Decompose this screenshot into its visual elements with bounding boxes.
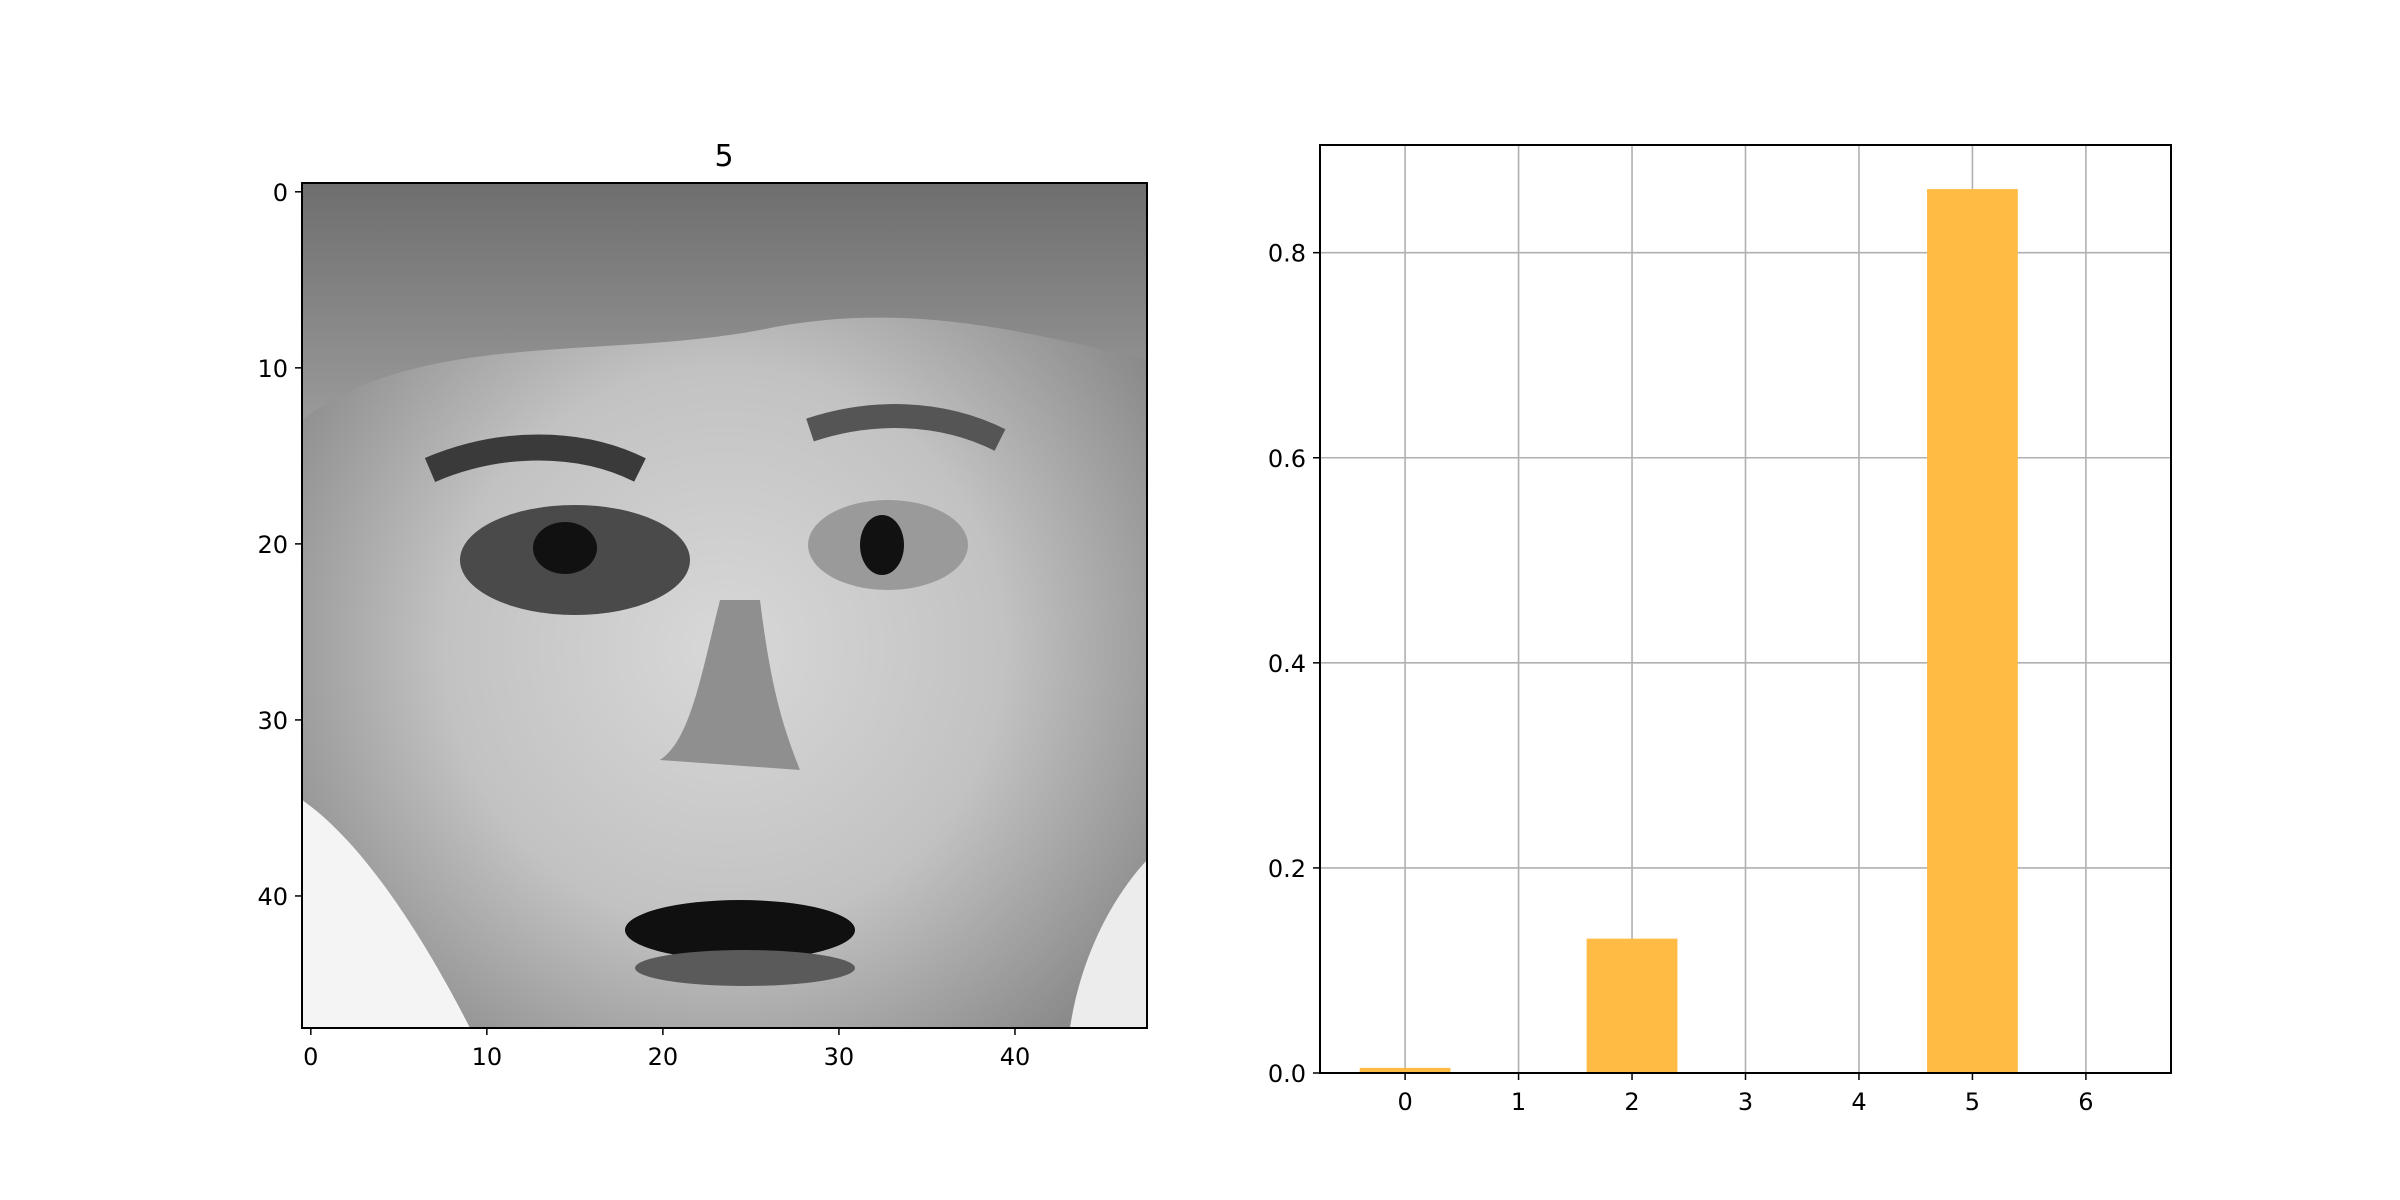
- image-x-tick-label: 20: [648, 1043, 679, 1071]
- bar-x-tick-label: 1: [1511, 1088, 1526, 1116]
- image-x-tick-label: 30: [824, 1043, 855, 1071]
- image-title: 5: [714, 139, 733, 174]
- bright-corner-left: [302, 800, 470, 1028]
- image-panel: 5: [257, 139, 1148, 1071]
- left-pupil: [533, 522, 597, 574]
- bar-x-tick-label: 3: [1738, 1088, 1753, 1116]
- bar-2: [1586, 938, 1678, 1073]
- image-x-tick-label: 0: [303, 1043, 318, 1071]
- image-y-tick-label: 10: [257, 355, 288, 383]
- bar-x-tick-label: 6: [2078, 1088, 2093, 1116]
- hair-region: [302, 183, 1147, 420]
- bar-y-tick-label: 0.4: [1268, 650, 1306, 678]
- mouth: [625, 900, 855, 960]
- image-y-tick-label: 20: [257, 531, 288, 559]
- left-brow: [424, 434, 646, 482]
- bar-panel: 0 1 2 3 4 5 6 0.0 0.2 0.4 0.6 0.8: [1268, 144, 2172, 1116]
- face-image: [301, 182, 1148, 1029]
- bar-0: [1359, 1067, 1451, 1073]
- image-y-tick-label: 0: [273, 179, 288, 207]
- bar-x-axis: 0 1 2 3 4 5 6: [1397, 1073, 2094, 1116]
- image-y-tick-label: 40: [257, 883, 288, 911]
- bright-corner-right: [1070, 860, 1147, 1028]
- bar-y-tick-label: 0.2: [1268, 855, 1306, 883]
- nose-shadow: [660, 600, 800, 770]
- bar-x-tick-label: 5: [1965, 1088, 1980, 1116]
- image-x-axis: 0 10 20 30 40: [303, 1028, 1030, 1071]
- bar-y-axis: 0.0 0.2 0.4 0.6 0.8: [1268, 240, 1320, 1088]
- bar-y-tick-label: 0.6: [1268, 445, 1306, 473]
- image-y-tick-label: 30: [257, 707, 288, 735]
- right-pupil: [860, 515, 904, 575]
- lower-lip: [635, 950, 855, 986]
- bar-y-tick-label: 0.8: [1268, 240, 1306, 268]
- image-x-tick-label: 40: [1000, 1043, 1031, 1071]
- right-brow: [806, 404, 1006, 451]
- bar-x-tick-label: 0: [1397, 1088, 1412, 1116]
- image-frame: [301, 182, 1148, 1029]
- bar-marks: [1359, 189, 2018, 1073]
- bar-5: [1927, 189, 2018, 1073]
- image-x-tick-label: 10: [472, 1043, 503, 1071]
- bar-x-tick-label: 2: [1624, 1088, 1639, 1116]
- bar-y-tick-label: 0.0: [1268, 1060, 1306, 1088]
- image-y-axis: 0 10 20 30 40: [257, 179, 302, 911]
- bar-x-tick-label: 4: [1851, 1088, 1866, 1116]
